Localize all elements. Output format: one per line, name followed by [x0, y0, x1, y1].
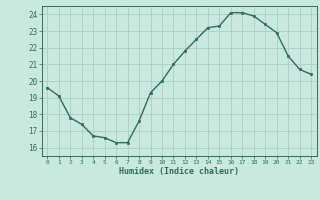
X-axis label: Humidex (Indice chaleur): Humidex (Indice chaleur) — [119, 167, 239, 176]
